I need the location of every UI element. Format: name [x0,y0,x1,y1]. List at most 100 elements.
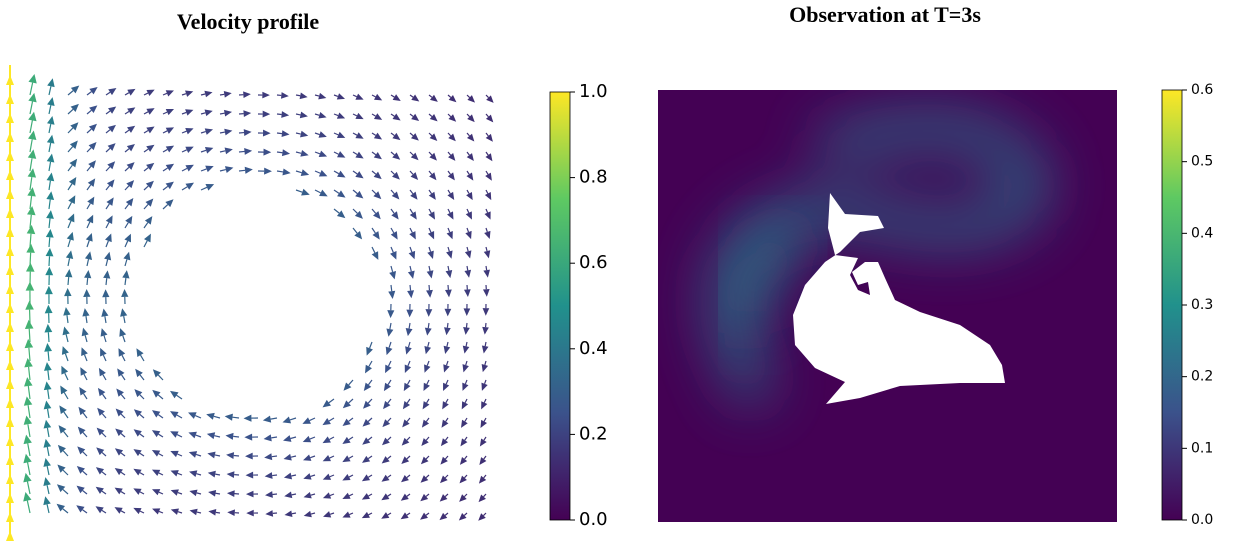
arrow-head [411,94,420,102]
arrow-head [464,269,472,278]
arrow-shaft [196,511,202,514]
arrow-shaft [102,374,107,381]
arrow-head [84,270,92,279]
arrow-shaft [105,147,111,153]
arrow-head [481,345,489,354]
arrow-shaft [408,322,411,329]
arrow-head [83,288,91,297]
arrow-head [427,250,434,259]
arrow-head [373,113,383,120]
arrow-head [24,319,34,329]
arrow-head [318,170,328,177]
arrow-shaft [105,259,109,267]
arrow-head [26,243,35,253]
arrow-head [439,494,448,502]
arrow-shaft [219,150,226,153]
arrow-head [463,327,470,335]
arrow-shaft [329,512,335,515]
arrow-head [381,493,390,501]
arrow-shaft [328,398,335,404]
arrow-shaft [276,113,282,116]
arrow-head [188,451,198,458]
arrow-head [421,419,430,428]
arrow-shaft [86,221,91,229]
arrow-shaft [348,379,354,386]
arrow-shaft [485,132,489,137]
arrow-shaft [466,113,471,118]
arrow-head [61,365,69,375]
arrow-head [44,343,53,352]
arrow-head [24,358,33,368]
arrow-head [44,323,53,333]
arrow-head [6,417,14,427]
arrow-shaft [426,360,430,366]
arrow-shaft [291,493,297,496]
arrow-shaft [181,149,188,153]
arrow-shaft [352,151,358,156]
arrow-shaft [139,452,145,457]
arrow-head [480,419,487,428]
arrow-shaft [64,353,69,362]
arrow-shaft [105,240,109,248]
arrow-head [76,505,85,513]
arrow-shaft [200,112,206,115]
arrow-head [300,169,310,177]
arrow-head [336,210,346,219]
arrow-shaft [466,151,470,156]
arrow-shaft [390,246,394,253]
arrow-head [118,348,126,357]
arrow-shaft [158,433,164,438]
arrow-head [302,435,312,443]
arrow-head [43,457,51,467]
arrow-head [244,147,253,155]
arrow-head [381,474,390,482]
arrow-head [243,129,252,136]
arrow-head [483,250,491,259]
arrow-head [23,396,33,406]
arrow-shaft [444,474,449,479]
arrow-shaft [407,360,411,367]
arrow-shaft [310,493,316,496]
arrow-head [424,364,431,373]
arrow-shaft [352,170,358,175]
arrow-shaft [214,435,221,438]
arrow-shaft [485,189,489,194]
arrow-head [243,91,251,99]
arrow-head [318,92,327,100]
arrow-shaft [121,354,126,362]
arrow-shaft [348,398,354,404]
colorbar-tick-label: 0.6 [1191,82,1213,98]
arrow-head [114,487,123,495]
arrow-shaft [349,512,354,516]
arrow-head [343,382,352,391]
arrow-head [58,425,67,434]
arrow-shaft [371,227,376,234]
arrow-head [444,308,452,317]
arrow-head [126,143,135,152]
arrow-shaft [485,170,489,175]
arrow-head [245,452,253,460]
arrow-head [106,179,115,188]
arrow-shaft [162,148,168,153]
arrow-head [204,109,213,117]
arrow-shaft [105,129,111,134]
arrow-head [170,450,179,458]
arrow-shaft [289,417,297,421]
arrow-shaft [329,474,335,478]
arrow-shaft [295,94,301,97]
arrow-head [420,493,429,502]
arrow-head [6,75,14,85]
arrow-head [485,133,493,142]
arrow-shaft [409,151,414,156]
arrow-shaft [120,471,126,476]
arrow-head [404,364,412,373]
arrow-shaft [428,227,432,233]
arrow-head [448,114,457,122]
arrow-head [43,419,52,429]
arrow-head [400,493,409,501]
arrow-shaft [29,158,33,172]
arrow-head [244,166,253,174]
arrow-head [6,341,14,351]
arrow-head [390,231,398,240]
arrow-head [70,103,79,112]
